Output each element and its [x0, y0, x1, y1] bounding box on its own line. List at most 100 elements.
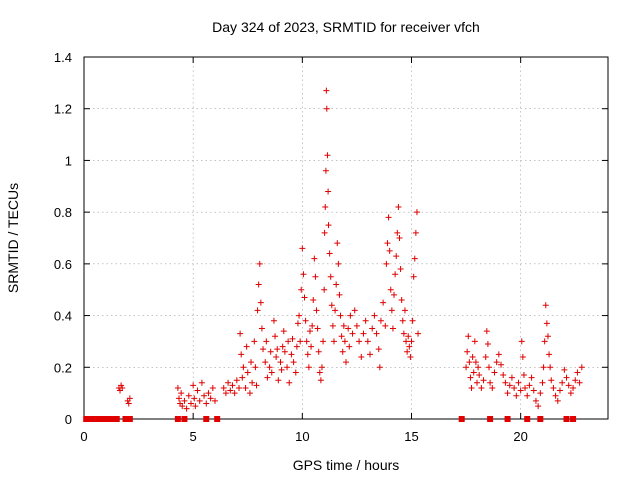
- data-point: [305, 364, 312, 371]
- data-point: [413, 209, 420, 216]
- data-point: [262, 359, 269, 366]
- data-point: [316, 369, 323, 376]
- data-point: [324, 152, 331, 159]
- data-point: [303, 338, 310, 345]
- data-point: [207, 395, 214, 402]
- data-point: [330, 338, 337, 345]
- data-point: [556, 387, 563, 394]
- zero-marker: [113, 416, 120, 422]
- data-point: [322, 167, 329, 174]
- data-point: [336, 291, 343, 298]
- data-point: [310, 297, 317, 304]
- data-point: [576, 379, 583, 386]
- data-point: [273, 353, 280, 360]
- data-point: [318, 364, 325, 371]
- data-point: [377, 317, 384, 324]
- data-point: [274, 346, 281, 353]
- data-point: [229, 382, 236, 389]
- data-point: [192, 403, 199, 410]
- data-point: [332, 307, 339, 314]
- data-point: [351, 307, 358, 314]
- data-point: [335, 260, 342, 267]
- data-point: [299, 245, 306, 252]
- zero-marker: [83, 416, 90, 422]
- data-point: [178, 390, 185, 397]
- data-point: [371, 312, 378, 319]
- x-tick-label: 20: [513, 429, 527, 444]
- data-point: [465, 333, 472, 340]
- data-point: [294, 320, 301, 327]
- data-point: [546, 351, 553, 358]
- data-point: [281, 348, 288, 355]
- data-point: [543, 320, 550, 327]
- data-point: [256, 260, 263, 267]
- x-tick-label: 0: [80, 429, 87, 444]
- data-point: [306, 328, 313, 335]
- data-point: [369, 325, 376, 332]
- data-point: [340, 322, 347, 329]
- data-point: [345, 325, 352, 332]
- data-point: [185, 392, 192, 399]
- data-point: [483, 328, 490, 335]
- data-point: [343, 359, 349, 366]
- y-tick-label: 0: [65, 412, 72, 427]
- data-point: [399, 317, 406, 324]
- data-point: [528, 374, 535, 381]
- data-point: [480, 377, 487, 384]
- data-point: [482, 353, 489, 360]
- data-point: [126, 395, 133, 402]
- data-point: [327, 273, 334, 280]
- data-point: [260, 346, 267, 353]
- data-point: [570, 384, 577, 391]
- data-point: [493, 359, 500, 366]
- data-point: [175, 395, 182, 402]
- data-point: [405, 333, 412, 340]
- data-point: [519, 353, 526, 360]
- data-point: [468, 384, 475, 391]
- data-point: [268, 369, 275, 376]
- data-point: [362, 317, 369, 324]
- data-point: [320, 338, 327, 345]
- data-point: [385, 214, 392, 221]
- data-point: [380, 299, 387, 306]
- zero-marker: [105, 416, 112, 422]
- data-point: [333, 281, 340, 288]
- data-point: [323, 87, 330, 94]
- data-point: [373, 330, 380, 337]
- data-point: [292, 369, 299, 376]
- data-point: [212, 397, 218, 404]
- data-point: [550, 384, 557, 391]
- data-point: [347, 312, 354, 319]
- data-point: [321, 286, 328, 293]
- data-point: [242, 384, 249, 391]
- plot-frame: [83, 56, 609, 420]
- data-point: [409, 317, 416, 324]
- zero-marker: [174, 416, 181, 422]
- data-point: [408, 338, 415, 345]
- data-point: [360, 330, 367, 337]
- data-point: [233, 377, 240, 384]
- data-point: [394, 229, 401, 236]
- data-point: [254, 307, 261, 314]
- data-point: [353, 322, 360, 329]
- data-point: [513, 392, 520, 399]
- x-tick-label: 15: [404, 429, 418, 444]
- data-point: [264, 374, 271, 381]
- data-point: [278, 366, 285, 373]
- data-point: [469, 353, 476, 360]
- data-point: [382, 322, 389, 329]
- data-point: [312, 273, 319, 280]
- data-point: [537, 390, 544, 397]
- data-point: [403, 338, 410, 345]
- data-point: [547, 364, 554, 371]
- data-point: [240, 364, 247, 371]
- grid: [84, 57, 608, 419]
- data-point: [311, 255, 318, 262]
- data-point: [125, 400, 132, 407]
- data-point: [263, 338, 270, 345]
- zero-marker: [100, 416, 107, 422]
- data-point: [314, 325, 321, 332]
- data-point: [565, 382, 572, 389]
- data-point: [227, 387, 234, 394]
- data-point: [190, 382, 197, 389]
